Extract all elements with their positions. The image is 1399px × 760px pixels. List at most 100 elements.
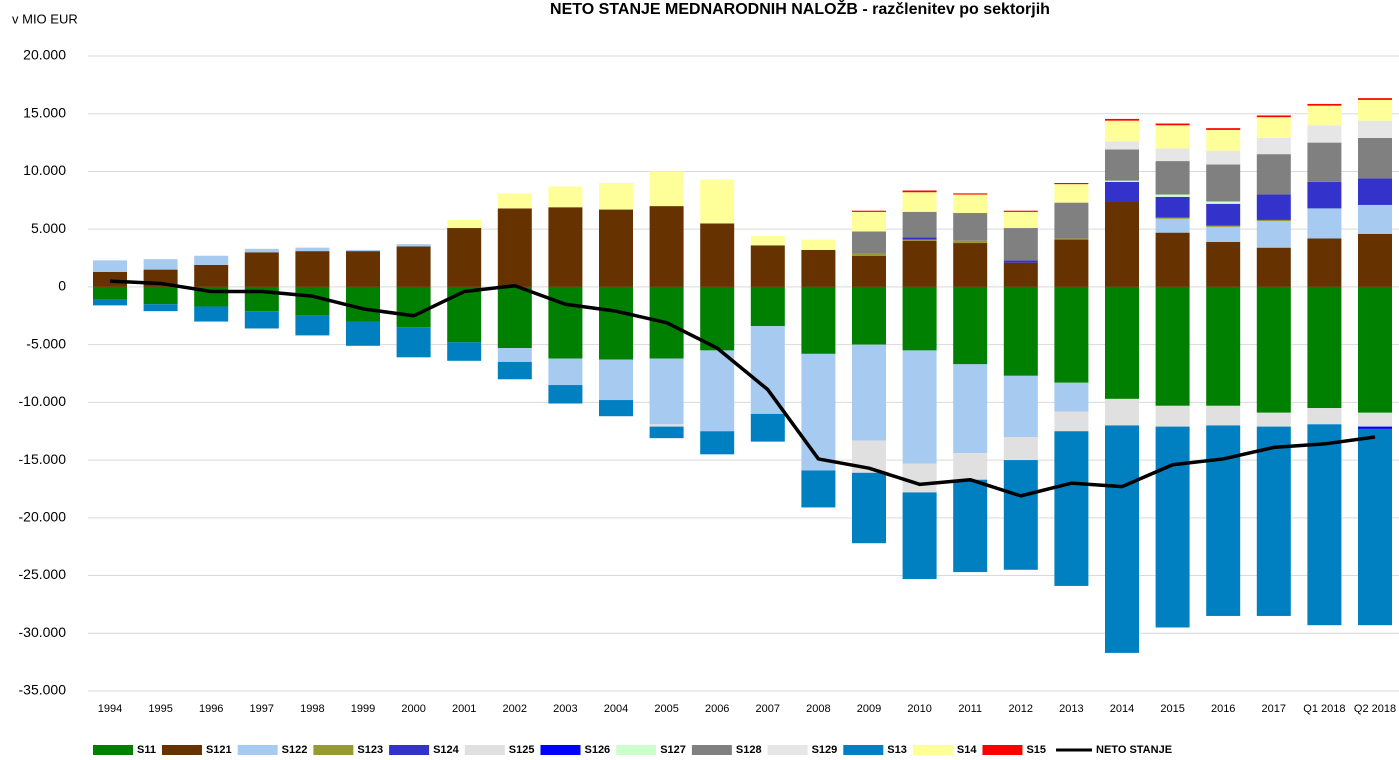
bar-segment bbox=[1206, 128, 1241, 130]
bar-segment bbox=[1105, 149, 1139, 181]
legend-label: S121 bbox=[206, 744, 232, 756]
bar-segment bbox=[295, 247, 330, 252]
bar-segment bbox=[497, 286, 532, 349]
bar-segment bbox=[1105, 118, 1139, 121]
bar-segment bbox=[902, 211, 937, 238]
x-tick-label: Q2 2018 bbox=[1354, 703, 1396, 715]
x-tick-label: 2014 bbox=[1110, 703, 1134, 715]
bar-segment bbox=[750, 286, 785, 327]
bar-segment bbox=[599, 209, 633, 287]
bar-segment bbox=[649, 424, 684, 427]
x-tick-label: 1999 bbox=[351, 703, 375, 715]
bar-segment bbox=[1358, 426, 1392, 429]
bar-segment bbox=[1358, 99, 1392, 121]
y-tick-label: -5.000 bbox=[26, 335, 66, 351]
bar-segment bbox=[953, 364, 988, 454]
legend-label: S122 bbox=[282, 744, 308, 756]
legend-label: S14 bbox=[957, 744, 977, 756]
bar-segment bbox=[396, 246, 431, 287]
bar-segment bbox=[1155, 405, 1190, 427]
bar-segment bbox=[1358, 286, 1392, 413]
bar-segment bbox=[649, 426, 684, 439]
x-tick-label: 2012 bbox=[1009, 703, 1033, 715]
legend-swatch bbox=[237, 745, 278, 755]
bar-segment bbox=[396, 244, 431, 247]
bar-segment bbox=[1256, 221, 1291, 248]
bar-segment bbox=[801, 249, 836, 287]
bar-segment bbox=[244, 311, 279, 329]
bar-segment bbox=[1307, 142, 1342, 182]
bar-segment bbox=[902, 492, 937, 580]
y-axis-label: v MIO EUR bbox=[12, 11, 78, 26]
legend-swatch bbox=[843, 745, 884, 755]
bar-segment bbox=[1105, 180, 1139, 182]
y-tick-label: -30.000 bbox=[19, 624, 67, 640]
x-tick-label: 1995 bbox=[148, 703, 172, 715]
bar-segment bbox=[1307, 125, 1342, 143]
bar-segment bbox=[801, 470, 836, 508]
bar-segment bbox=[1105, 141, 1139, 150]
x-tick-label: 2002 bbox=[503, 703, 527, 715]
x-tick-label: 2013 bbox=[1059, 703, 1083, 715]
bar-segment bbox=[852, 231, 886, 254]
bar-segment bbox=[1256, 194, 1291, 220]
bar-segment bbox=[1256, 286, 1291, 413]
bar-segment bbox=[1054, 411, 1089, 432]
bar-segment bbox=[1307, 208, 1342, 239]
bar-segment bbox=[1256, 137, 1291, 155]
bar-segment bbox=[346, 321, 380, 346]
bar-segment bbox=[1105, 181, 1139, 202]
y-tick-label: 15.000 bbox=[23, 104, 66, 120]
bar-segment bbox=[1206, 164, 1241, 202]
legend-label: S128 bbox=[736, 744, 762, 756]
bar-segment bbox=[700, 431, 735, 455]
bar-segment bbox=[1206, 225, 1241, 227]
bar-segment bbox=[244, 252, 279, 287]
bar-segment bbox=[1256, 117, 1291, 138]
bar-segment bbox=[1155, 232, 1190, 287]
bar-segment bbox=[1054, 431, 1089, 586]
bar-segment bbox=[953, 243, 988, 287]
legend-label: S125 bbox=[509, 744, 535, 756]
bar-segment bbox=[447, 219, 482, 229]
bar-segment bbox=[497, 208, 532, 287]
bar-segment bbox=[902, 240, 937, 287]
bar-segment bbox=[801, 239, 836, 250]
bar-segment bbox=[1054, 184, 1089, 203]
bar-segment bbox=[1358, 137, 1392, 179]
bar-segment bbox=[497, 193, 532, 209]
bar-segment bbox=[1307, 286, 1342, 409]
bar-segment bbox=[346, 249, 380, 252]
bar-segment bbox=[852, 472, 886, 544]
bar-segment bbox=[548, 385, 583, 404]
bar-segment bbox=[902, 286, 937, 351]
bar-segment bbox=[1105, 201, 1139, 287]
legend-label: S13 bbox=[887, 744, 907, 756]
bar-segment bbox=[902, 190, 937, 193]
bar-segment bbox=[295, 315, 330, 336]
y-tick-label: -15.000 bbox=[19, 451, 67, 467]
legend-swatch bbox=[912, 745, 953, 755]
bar-segment bbox=[1206, 425, 1241, 616]
bar-segment bbox=[599, 359, 633, 401]
bar-segment bbox=[599, 183, 633, 210]
bar-segment bbox=[852, 255, 886, 287]
x-tick-label: 2015 bbox=[1160, 703, 1184, 715]
bar-segment bbox=[852, 210, 886, 212]
bar-segment bbox=[1155, 217, 1190, 219]
bar-segment bbox=[750, 245, 785, 287]
bar-segment bbox=[953, 479, 988, 573]
bar-segment bbox=[1256, 154, 1291, 195]
legend-swatch bbox=[313, 745, 354, 755]
bar-segment bbox=[1003, 260, 1038, 263]
y-tick-label: -35.000 bbox=[19, 682, 67, 698]
bar-segment bbox=[700, 223, 735, 287]
legend-label: S126 bbox=[584, 744, 610, 756]
bar-segment bbox=[447, 286, 482, 343]
bar-segment bbox=[1307, 105, 1342, 126]
bar-segment bbox=[953, 453, 988, 480]
bar-segment bbox=[1054, 238, 1089, 240]
bar-segment bbox=[295, 286, 330, 316]
bar-segment bbox=[143, 286, 178, 305]
